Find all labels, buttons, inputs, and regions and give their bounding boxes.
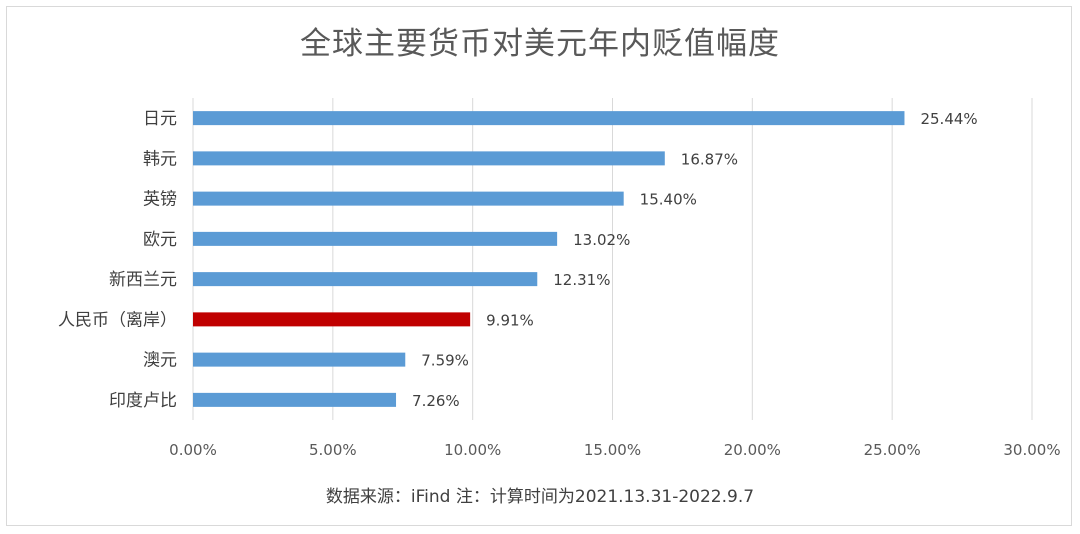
category-label: 欧元 bbox=[143, 230, 177, 250]
bar bbox=[193, 231, 558, 246]
data-label: 7.59% bbox=[421, 352, 469, 370]
bar bbox=[193, 151, 665, 166]
x-tick-label: 30.00% bbox=[1003, 441, 1060, 459]
x-tick-label: 0.00% bbox=[169, 441, 217, 459]
category-label: 人民币（离岸） bbox=[58, 310, 177, 330]
data-label: 12.31% bbox=[553, 271, 610, 289]
category-label: 韩元 bbox=[143, 149, 177, 169]
chart-title: 全球主要货币对美元年内贬值幅度 bbox=[300, 26, 780, 62]
x-tick-label: 20.00% bbox=[724, 441, 781, 459]
data-label: 16.87% bbox=[681, 150, 738, 168]
data-label: 15.40% bbox=[640, 191, 697, 209]
category-label: 英镑 bbox=[143, 190, 177, 210]
x-tick-label: 15.00% bbox=[584, 441, 641, 459]
x-tick-label: 25.00% bbox=[864, 441, 921, 459]
chart-footer-source-note: 数据来源：iFind 注：计算时间为2021.13.31-2022.9.7 bbox=[325, 487, 755, 507]
bar bbox=[193, 352, 406, 367]
x-tick-label: 5.00% bbox=[309, 441, 357, 459]
category-label: 新西兰元 bbox=[109, 270, 177, 290]
bar-highlighted bbox=[193, 312, 471, 327]
data-label: 9.91% bbox=[486, 311, 534, 329]
category-label: 澳元 bbox=[143, 351, 177, 371]
category-label: 印度卢比 bbox=[109, 391, 177, 411]
bar bbox=[193, 191, 624, 206]
data-label: 25.44% bbox=[920, 110, 977, 128]
category-label: 日元 bbox=[143, 109, 177, 129]
bar bbox=[193, 272, 538, 287]
bar bbox=[193, 392, 397, 407]
chart-frame bbox=[6, 6, 1072, 526]
data-label: 13.02% bbox=[573, 231, 630, 249]
bar bbox=[193, 111, 905, 126]
x-tick-label: 10.00% bbox=[444, 441, 501, 459]
data-label: 7.26% bbox=[412, 392, 460, 410]
